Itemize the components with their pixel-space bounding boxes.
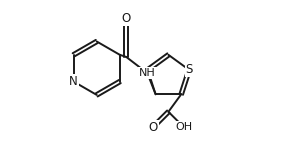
Text: N: N — [69, 75, 78, 88]
Text: O: O — [122, 12, 131, 25]
Text: NH: NH — [139, 68, 156, 78]
Text: O: O — [148, 121, 158, 134]
Text: S: S — [186, 63, 193, 76]
Text: OH: OH — [175, 122, 192, 132]
